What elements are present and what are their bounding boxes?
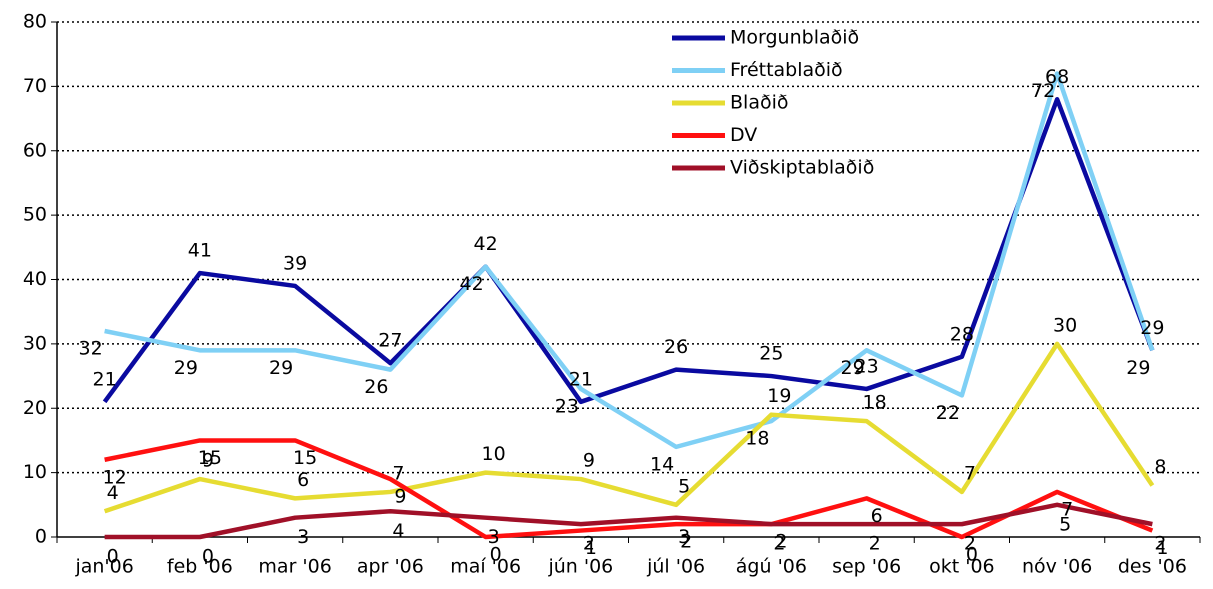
data-label: 3	[297, 526, 309, 548]
legend-label: Viðskiptablaðið	[730, 157, 874, 179]
data-label: 5	[1059, 513, 1071, 535]
y-tick-label: 40	[23, 268, 47, 290]
data-label: 29	[1126, 357, 1150, 379]
data-label: 5	[678, 475, 690, 497]
data-label: 39	[283, 252, 307, 274]
data-label: 18	[745, 428, 769, 450]
data-label: 2	[583, 533, 595, 555]
x-tick-label: maí '06	[450, 556, 521, 578]
data-label: 7	[1061, 498, 1073, 520]
data-label: 9	[394, 486, 406, 508]
y-tick-label: 30	[23, 332, 47, 354]
data-label: 22	[936, 402, 960, 424]
x-tick-label: júl '06	[646, 556, 705, 578]
x-tick-label: jún '06	[547, 556, 613, 578]
data-label: 1	[1156, 537, 1168, 559]
x-tick-label: des '06	[1118, 556, 1187, 578]
y-tick-label: 60	[23, 139, 47, 161]
data-label: 2	[1154, 533, 1166, 555]
data-label: 0	[966, 544, 978, 566]
data-label: 27	[378, 330, 402, 352]
data-label: 7	[392, 462, 404, 484]
y-tick-label: 10	[23, 461, 47, 483]
data-label: 4	[392, 520, 404, 542]
y-tick-label: 50	[23, 204, 47, 226]
data-label: 6	[297, 469, 309, 491]
series-line	[104, 438, 1154, 540]
x-tick-label: apr '06	[357, 556, 424, 578]
data-label: 29	[841, 357, 865, 379]
data-label: 32	[79, 338, 103, 360]
x-tick-label: sep '06	[832, 556, 901, 578]
x-tick-label: nóv '06	[1022, 556, 1092, 578]
data-label: 26	[364, 376, 388, 398]
legend-label: Blaðið	[730, 92, 788, 114]
data-label: 9	[202, 450, 214, 472]
data-label: 8	[1154, 456, 1166, 478]
series-line	[102, 97, 1155, 405]
y-tick-label: 70	[23, 75, 47, 97]
data-label: 2	[964, 533, 976, 555]
data-label: 2	[869, 533, 881, 555]
x-tick-label: feb '06	[167, 556, 233, 578]
data-label: 9	[583, 450, 595, 472]
data-label: 10	[482, 443, 506, 465]
data-label: 21	[569, 368, 593, 390]
data-label: 0	[490, 544, 502, 566]
x-tick-label: mar '06	[258, 556, 331, 578]
data-label: 23	[855, 355, 879, 377]
data-label: 18	[863, 392, 887, 414]
data-label: 2	[773, 533, 785, 555]
data-label: 41	[188, 240, 212, 262]
data-label: 3	[488, 526, 500, 548]
data-label: 12	[103, 466, 127, 488]
data-label: 2	[680, 531, 692, 553]
data-label: 0	[107, 546, 119, 568]
data-label: 25	[759, 343, 783, 365]
data-label: 72	[1031, 80, 1055, 102]
data-label: 4	[107, 482, 119, 504]
data-label: 0	[202, 546, 214, 568]
data-label: 1	[585, 537, 597, 559]
data-label: 2	[775, 531, 787, 553]
x-tick-label: ágú '06	[736, 556, 807, 578]
data-label: 29	[269, 357, 293, 379]
data-label: 6	[871, 505, 883, 527]
data-label: 42	[474, 233, 498, 255]
data-label: 29	[174, 357, 198, 379]
y-tick-label: 20	[23, 397, 47, 419]
series-line	[104, 71, 1155, 450]
data-label: 23	[555, 395, 579, 417]
data-label: 14	[650, 453, 674, 475]
data-label: 3	[678, 526, 690, 548]
data-label: 19	[767, 385, 791, 407]
y-tick-label: 80	[23, 11, 47, 33]
data-label: 30	[1053, 314, 1077, 336]
data-label: 29	[1140, 317, 1164, 339]
data-label: 15	[198, 447, 222, 469]
y-tick-label: 0	[35, 526, 47, 548]
legend-label: Morgunblaðið	[730, 27, 859, 49]
data-label: 28	[950, 323, 974, 345]
x-tick-label: okt '06	[929, 556, 995, 578]
legend-label: Fréttablaðið	[730, 59, 843, 81]
data-label: 26	[664, 336, 688, 358]
data-label: 15	[293, 447, 317, 469]
data-label: 21	[93, 368, 117, 390]
series-line	[104, 502, 1153, 540]
data-label: 7	[964, 462, 976, 484]
x-tick-label: jan'06	[74, 556, 133, 578]
series-line	[103, 341, 1155, 514]
data-label: 42	[460, 273, 484, 295]
data-label: 68	[1045, 66, 1069, 88]
legend-label: DV	[730, 124, 757, 146]
